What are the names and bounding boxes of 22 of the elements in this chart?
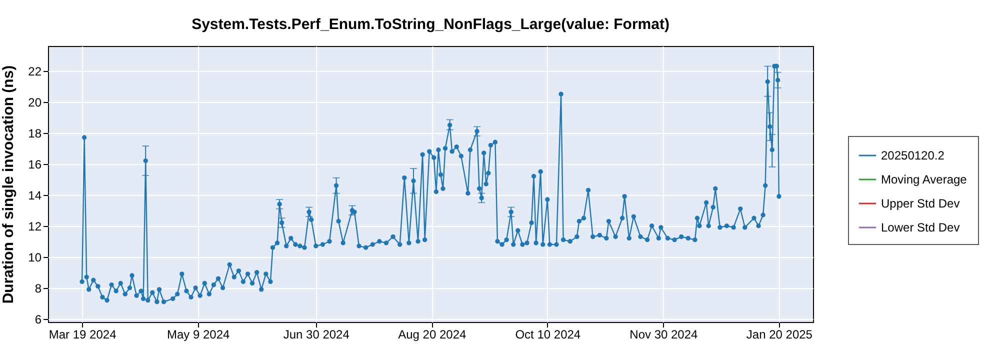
- y-tick-label: 8: [34, 281, 42, 296]
- y-tick-label: 12: [28, 219, 42, 234]
- legend-label: Moving Average: [881, 172, 968, 186]
- x-tick-label: Mar 19 2024: [48, 328, 117, 342]
- y-axis-title: Duration of single invocation (ns): [0, 65, 18, 304]
- x-tick-label: Jun 30 2024: [283, 328, 350, 342]
- y-tick-label: 14: [28, 188, 42, 202]
- legend-label: Upper Std Dev: [881, 196, 960, 210]
- y-tick-label: 16: [28, 157, 42, 172]
- chart-title: System.Tests.Perf_Enum.ToString_NonFlags_Large(value: Format): [192, 16, 670, 33]
- x-tick-label: Oct 10 2024: [515, 328, 581, 342]
- y-tick-label: 6: [34, 312, 42, 326]
- legend-label: Lower Std Dev: [881, 220, 960, 234]
- y-tick-label: 18: [28, 126, 42, 140]
- x-tick-label: Aug 20 2024: [398, 328, 466, 342]
- x-tick-label: May 9 2024: [166, 328, 230, 342]
- x-tick-label: Jan 20 2025: [746, 328, 813, 342]
- y-tick-label: 20: [28, 95, 42, 110]
- x-tick-label: Nov 30 2024: [630, 328, 698, 342]
- y-tick-label: 10: [28, 250, 42, 264]
- y-tick-label: 22: [28, 64, 42, 78]
- legend-label: 20250120.2: [881, 148, 945, 162]
